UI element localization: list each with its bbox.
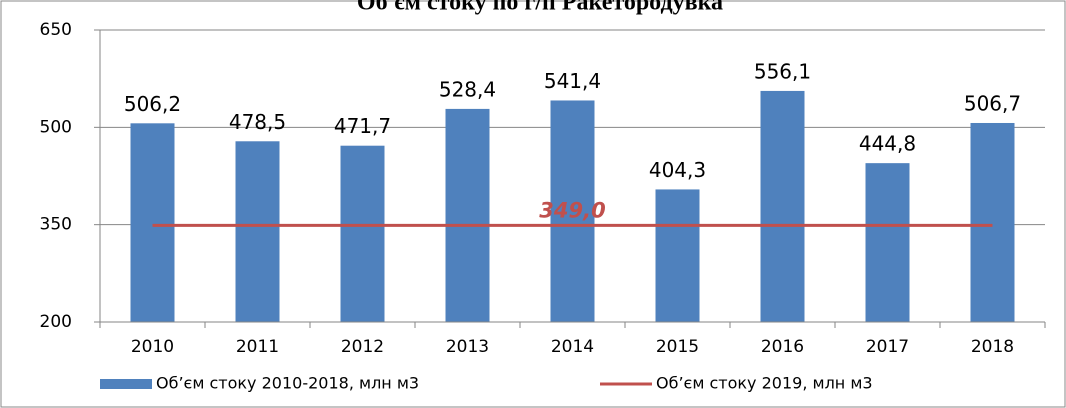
legend-label: Об’єм стоку 2010-2018, млн м3 <box>156 374 419 393</box>
x-tick-label: 2011 <box>236 337 279 357</box>
chart-title: Об'єм стоку по г/п Ракетородувка <box>357 0 723 16</box>
bar <box>970 122 1015 322</box>
x-tick-label: 2015 <box>656 337 699 357</box>
bar <box>655 189 700 322</box>
x-tick-label: 2018 <box>971 337 1014 357</box>
data-label: 528,4 <box>439 77 496 101</box>
x-tick-label: 2017 <box>866 337 909 357</box>
x-tick-label: 2013 <box>446 337 489 357</box>
data-label: 556,1 <box>754 59 811 83</box>
bar <box>865 163 910 322</box>
legend-label: Об’єм стоку 2019, млн м3 <box>656 374 873 393</box>
data-label: 404,3 <box>649 158 706 182</box>
bar <box>760 90 805 322</box>
bar <box>445 108 490 322</box>
y-tick-label: 200 <box>40 312 72 332</box>
data-label: 541,4 <box>544 69 601 93</box>
data-label: 471,7 <box>334 114 391 138</box>
x-tick-label: 2014 <box>551 337 594 357</box>
bar <box>130 123 175 323</box>
legend-swatch <box>100 379 152 389</box>
y-tick-label: 350 <box>40 215 72 235</box>
x-tick-label: 2010 <box>131 337 174 357</box>
x-tick-label: 2012 <box>341 337 384 357</box>
data-label: 444,8 <box>859 132 916 156</box>
data-label: 506,2 <box>124 92 181 116</box>
bar <box>550 100 595 322</box>
bar <box>235 141 280 322</box>
y-tick-label: 650 <box>40 20 72 40</box>
bar <box>340 145 385 322</box>
data-label: 478,5 <box>229 110 286 134</box>
annotation: 349,0 <box>539 198 605 222</box>
x-tick-label: 2016 <box>761 337 804 357</box>
y-tick-label: 500 <box>40 117 72 137</box>
data-label: 506,7 <box>964 91 1021 115</box>
